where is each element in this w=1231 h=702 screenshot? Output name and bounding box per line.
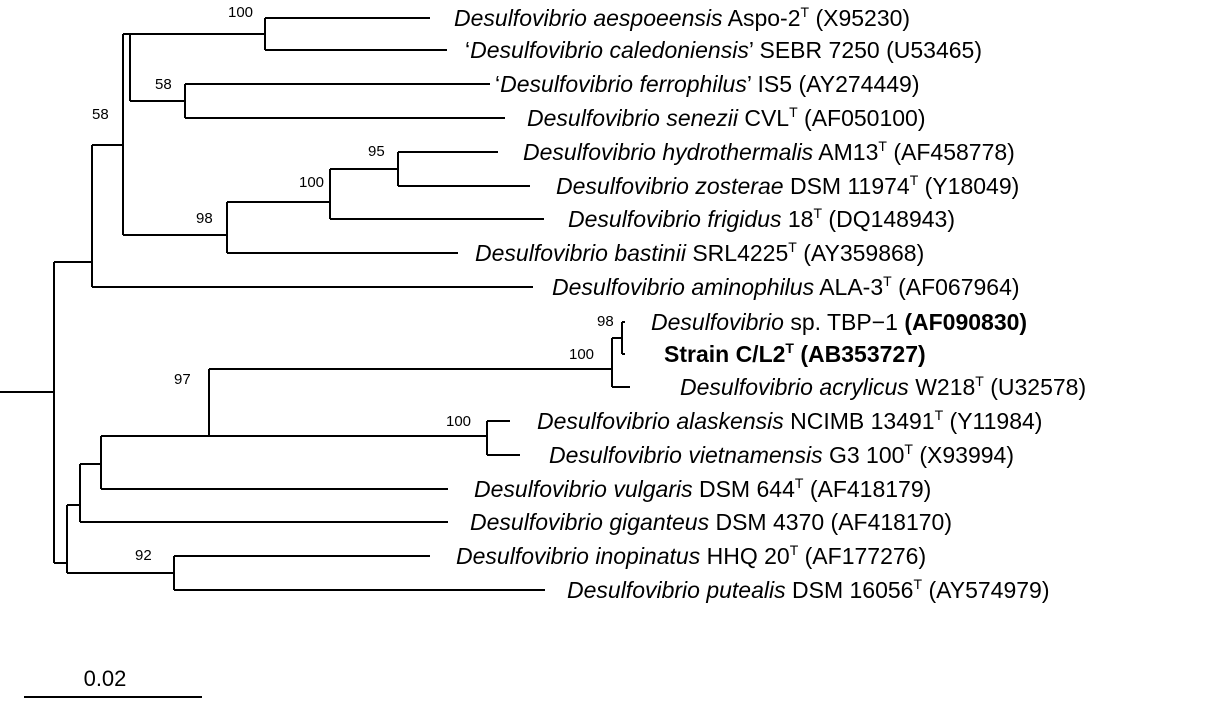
taxon-label: Desulfovibrio sp. TBP−1 (AF090830) <box>651 309 1027 335</box>
bootstrap-value: 92 <box>135 547 152 564</box>
scale-bar-label: 0.02 <box>84 666 127 691</box>
taxon-label: Desulfovibrio frigidus 18T (DQ148943) <box>568 205 955 232</box>
bootstrap-value: 98 <box>597 313 614 330</box>
tree-branches <box>0 17 630 591</box>
taxon-label: Desulfovibrio hydrothermalis AM13T (AF45… <box>523 138 1015 165</box>
bootstrap-value: 98 <box>196 210 213 227</box>
taxon-label: Desulfovibrio inopinatus HHQ 20T (AF1772… <box>456 542 926 569</box>
bootstrap-value: 100 <box>446 413 471 430</box>
taxon-label: Desulfovibrio acrylicus W218T (U32578) <box>680 373 1086 400</box>
taxon-label: Desulfovibrio alaskensis NCIMB 13491T (Y… <box>537 407 1042 434</box>
bootstrap-value: 58 <box>92 106 109 123</box>
bootstrap-value: 100 <box>228 4 253 21</box>
taxon-label: Desulfovibrio bastinii SRL4225T (AY35986… <box>475 239 924 266</box>
bootstrap-value: 97 <box>174 371 191 388</box>
bootstrap-value: 100 <box>569 346 594 363</box>
taxon-label: Desulfovibrio aminophilus ALA-3T (AF0679… <box>552 273 1020 300</box>
bootstrap-value: 100 <box>299 174 324 191</box>
taxon-label: ‘Desulfovibrio caledoniensis’ SEBR 7250 … <box>465 37 982 63</box>
bootstrap-value: 58 <box>155 76 172 93</box>
taxon-label: Desulfovibrio vulgaris DSM 644T (AF41817… <box>474 475 931 502</box>
taxon-labels: Desulfovibrio aespoeensis Aspo-2T (X9523… <box>454 4 1086 603</box>
taxon-label: Desulfovibrio vietnamensis G3 100T (X939… <box>549 441 1014 468</box>
taxon-label: Desulfovibrio giganteus DSM 4370 (AF4181… <box>470 509 952 535</box>
taxon-label: Desulfovibrio senezii CVLT (AF050100) <box>527 104 926 131</box>
taxon-label: Desulfovibrio putealis DSM 16056T (AY574… <box>567 576 1049 603</box>
scale-bar: 0.02 <box>24 666 202 698</box>
taxon-label: Strain C/L2T (AB353727) <box>664 340 926 367</box>
taxon-label: Desulfovibrio aespoeensis Aspo-2T (X9523… <box>454 4 910 31</box>
taxon-label: Desulfovibrio zosterae DSM 11974T (Y1804… <box>556 172 1019 199</box>
bootstrap-value: 95 <box>368 143 385 160</box>
taxon-label: ‘Desulfovibrio ferrophilus’ IS5 (AY27444… <box>495 71 919 97</box>
